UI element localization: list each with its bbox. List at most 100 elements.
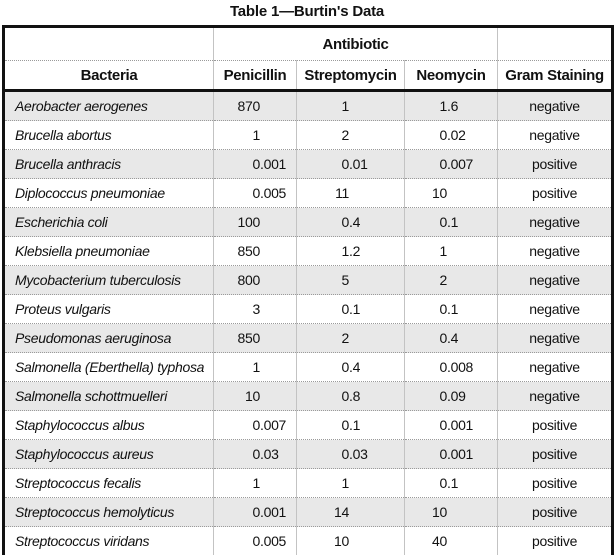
streptomycin-value: 0.4 <box>296 207 405 237</box>
neomycin-value: 0.02 <box>403 120 498 150</box>
gram-staining-value: negative <box>497 294 613 324</box>
table-row: Pseudomonas aeruginosa 850 2 0.4 negative <box>3 323 613 353</box>
page-title: Table 1—Burtin's Data <box>229 3 385 20</box>
neomycin-value: 0.1 <box>403 207 498 237</box>
corner-cell-left <box>3 26 214 61</box>
penicillin-value: 850 <box>213 323 297 353</box>
penicillin-value: 100 <box>213 207 297 237</box>
column-header-streptomycin: Streptomycin <box>296 60 405 92</box>
penicillin-value: 0.001 <box>213 149 297 179</box>
streptomycin-value: 1.2 <box>296 236 405 266</box>
gram-staining-value: positive <box>497 149 613 179</box>
penicillin-value: 1 <box>213 120 297 150</box>
penicillin-value: 0.005 <box>213 178 297 208</box>
antibiotic-group-header: Antibiotic <box>212 26 498 61</box>
gram-staining-value: positive <box>497 439 613 469</box>
neomycin-value: 0.007 <box>403 149 498 179</box>
bacteria-name: Aerobacter aerogenes <box>15 98 148 114</box>
table-row: Diplococcus pneumoniae 0.005 11 10 positive <box>3 178 613 208</box>
table-row: Brucella abortus 1 2 0.02 negative <box>3 120 613 150</box>
streptomycin-value: 14 <box>296 497 405 527</box>
table-row: Streptococcus hemolyticus 0.001 14 10 positi… <box>3 497 613 527</box>
bacteria-name: Brucella abortus <box>3 120 214 150</box>
gram-staining-value: negative <box>497 236 613 266</box>
bacteria-name: Streptococcus hemolyticus <box>3 497 214 527</box>
penicillin-value: 0.03 <box>213 439 297 469</box>
bacteria-name: Pseudomonas aeruginosa <box>3 323 214 353</box>
streptomycin-value: 0.4 <box>296 352 405 382</box>
gram-staining-value: negative <box>497 120 613 150</box>
gram-staining-value: positive <box>497 178 613 208</box>
neomycin-value: 1.6 <box>403 90 498 121</box>
neomycin-value: 10 <box>403 178 498 208</box>
neomycin-value: 0.001 <box>403 439 498 469</box>
table-row: Salmonella schottmuelleri 10 0.8 0.09 negati… <box>3 381 613 411</box>
bacteria-name: Staphylococcus aureus <box>3 439 214 469</box>
gram-staining-value: negative <box>497 90 613 121</box>
bacteria-name: Proteus vulgaris <box>3 294 214 324</box>
table-row: Staphylococcus aureus 0.03 0.03 0.001 positi… <box>3 439 613 469</box>
bacteria-name: Streptococcus fecalis <box>3 468 214 498</box>
penicillin-value: 3 <box>213 294 297 324</box>
streptomycin-value: 0.1 <box>296 294 405 324</box>
table-row: Brucella anthracis 0.001 0.01 0.007 positive <box>3 149 613 179</box>
gram-staining-value: negative <box>497 352 613 382</box>
table-row: Mycobacterium tuberculosis 800 5 2 negative <box>3 265 613 295</box>
neomycin-value: 0.001 <box>403 410 498 440</box>
burtin-data-table: Antibiotic Bacteria Penicillin Streptomy… <box>2 25 614 555</box>
streptomycin-value: 2 <box>296 323 405 353</box>
penicillin-value: 1 <box>213 468 297 498</box>
gram-staining-value: negative <box>497 381 613 411</box>
neomycin-value: 0.1 <box>403 468 498 498</box>
gram-staining-value: negative <box>497 265 613 295</box>
table-row: Salmonella (Eberthella) typhosa 1 0.4 0.008… <box>3 352 613 382</box>
neomycin-value: 0.09 <box>403 381 498 411</box>
neomycin-value: 40 <box>403 526 498 555</box>
gram-staining-value: positive <box>497 410 613 440</box>
corner-cell-right <box>497 26 613 61</box>
penicillin-value: 870 <box>213 90 297 121</box>
neomycin-value: 0.1 <box>403 294 498 324</box>
bacteria-name: Mycobacterium tuberculosis <box>3 265 214 295</box>
neomycin-value: 2 <box>403 265 498 295</box>
streptomycin-value: 0.01 <box>296 149 405 179</box>
table-row: Streptococcus viridans 0.005 10 40 positive <box>3 526 613 555</box>
bacteria-name: Streptococcus viridans <box>3 526 214 555</box>
neomycin-value: 0.008 <box>403 352 498 382</box>
gram-staining-value: positive <box>497 468 613 498</box>
table-row: Proteus vulgaris 3 0.1 0.1 negative <box>3 294 613 324</box>
column-header-row: Bacteria Penicillin Streptomycin Neomyci… <box>3 60 613 92</box>
column-header-penicillin: Penicillin <box>213 60 297 92</box>
streptomycin-value: 2 <box>296 120 405 150</box>
streptomycin-value: 0.03 <box>296 439 405 469</box>
table-header: Antibiotic Bacteria Penicillin Streptomy… <box>3 26 613 92</box>
column-header-bacteria: Bacteria <box>3 60 214 92</box>
streptomycin-value: 10 <box>296 526 405 555</box>
table-row: Aerobacter aerogenes 870 1 1.6 negative <box>3 90 613 121</box>
bacteria-name: Diplococcus pneumoniae <box>3 178 214 208</box>
bacteria-name: Escherichia coli <box>3 207 214 237</box>
bacteria-name: Staphylococcus albus <box>3 410 214 440</box>
column-header-gram-staining: Gram Staining <box>497 60 613 92</box>
gram-staining-value: positive <box>497 497 613 527</box>
penicillin-value: 1 <box>213 352 297 382</box>
neomycin-value: 0.4 <box>403 323 498 353</box>
penicillin-value: 850 <box>213 236 297 266</box>
bacteria-name: Brucella anthracis <box>3 149 214 179</box>
penicillin-value: 10 <box>213 381 297 411</box>
streptomycin-value: 1 <box>296 468 405 498</box>
neomycin-value: 1 <box>403 236 498 266</box>
table-row: Staphylococcus albus 0.007 0.1 0.001 positiv… <box>3 410 613 440</box>
table-row: Streptococcus fecalis 1 1 0.1 positive <box>3 468 613 498</box>
streptomycin-value: 1 <box>296 90 405 121</box>
penicillin-value: 0.005 <box>213 526 297 555</box>
neomycin-value: 10 <box>403 497 498 527</box>
table-row: Klebsiella pneumoniae 850 1.2 1 negative <box>3 236 613 266</box>
bacteria-name: Klebsiella pneumoniae <box>3 236 214 266</box>
penicillin-value: 800 <box>213 265 297 295</box>
gram-staining-value: positive <box>497 526 613 555</box>
table-body: Aerobacter aerogenes 870 1 1.6 negative Bruce… <box>3 90 613 555</box>
streptomycin-value: 5 <box>296 265 405 295</box>
table-row: Escherichia coli 100 0.4 0.1 negative <box>3 207 613 237</box>
bacteria-name: Salmonella schottmuelleri <box>3 381 214 411</box>
